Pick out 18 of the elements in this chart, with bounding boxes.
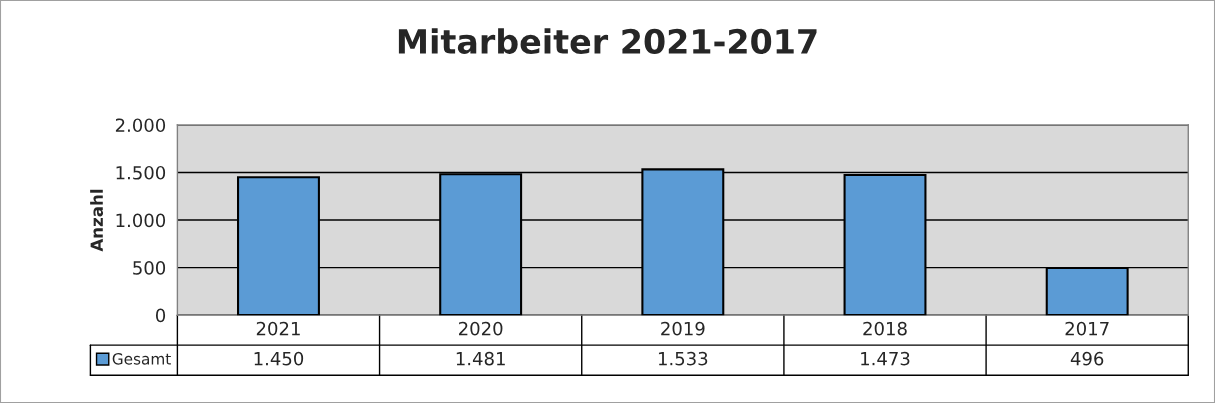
y-axis-title: Anzahl bbox=[90, 189, 104, 252]
data-label: 1.533 bbox=[658, 351, 708, 366]
x-tick-label: 2019 bbox=[661, 321, 705, 336]
x-tick-label: 2018 bbox=[863, 321, 907, 336]
x-tick-label: 2017 bbox=[1065, 321, 1109, 336]
x-tick-label: 2021 bbox=[256, 321, 300, 336]
data-label: 1.450 bbox=[254, 351, 304, 366]
y-tick-label: 500 bbox=[133, 261, 166, 275]
chart-title: Mitarbeiter 2021-2017 bbox=[398, 28, 817, 55]
data-label: 1.473 bbox=[861, 351, 910, 366]
x-tick-label: 2020 bbox=[459, 321, 503, 336]
y-tick-label: 1.000 bbox=[116, 213, 166, 228]
y-tick-label: 2.000 bbox=[115, 118, 166, 133]
data-label: 496 bbox=[1070, 351, 1104, 366]
legend-label: Gesamt bbox=[112, 353, 171, 365]
data-label: 1.481 bbox=[456, 351, 505, 366]
y-tick-label: 1.500 bbox=[116, 165, 166, 180]
y-tick-label: 0 bbox=[155, 308, 166, 323]
